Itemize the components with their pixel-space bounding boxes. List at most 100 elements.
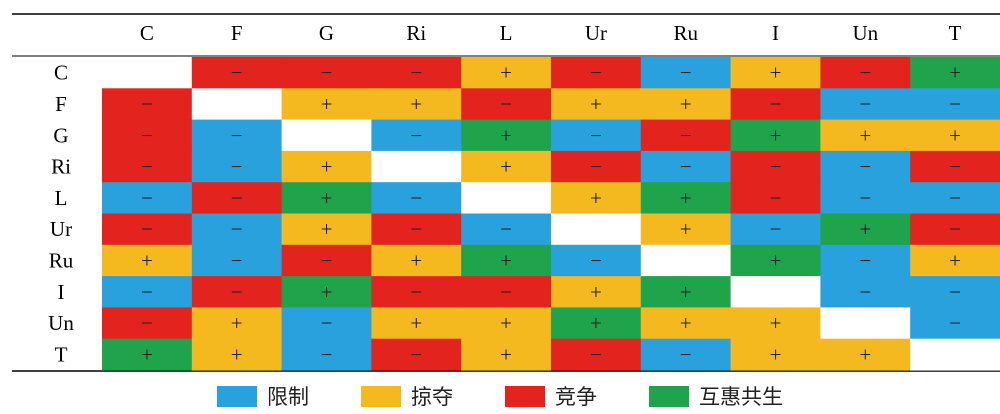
matrix-cell	[461, 276, 552, 308]
cell-symbol: +	[500, 342, 512, 366]
cell-symbol: +	[949, 61, 961, 85]
cell-symbol: −	[770, 217, 782, 241]
column-header: Ru	[673, 21, 698, 45]
matrix-cell	[551, 182, 642, 215]
cell-symbol: +	[770, 248, 782, 272]
cell-symbol: −	[410, 123, 422, 147]
matrix-cell	[551, 307, 642, 340]
matrix-cell	[371, 307, 462, 340]
cell-symbol: +	[770, 311, 782, 335]
cell-symbol: +	[321, 280, 333, 304]
matrix-cell	[820, 119, 911, 152]
row-header: F	[55, 92, 67, 116]
matrix-cell	[640, 244, 732, 277]
legend-item-predation: 掠夺	[361, 381, 453, 411]
legend-swatch	[361, 385, 401, 407]
matrix-cell	[371, 244, 462, 277]
matrix-cell	[910, 182, 1000, 215]
cell-symbol: −	[949, 92, 961, 116]
cell-symbol: −	[590, 248, 602, 272]
row-header: Ur	[50, 217, 72, 241]
matrix-cell	[191, 307, 283, 340]
matrix-cell	[820, 276, 911, 308]
matrix-cell	[640, 213, 732, 246]
cell-symbol: −	[770, 186, 782, 210]
cell-symbol: +	[859, 342, 871, 366]
cell-symbol: +	[410, 92, 422, 116]
cell-symbol: −	[500, 92, 512, 116]
matrix-cell	[371, 276, 462, 308]
legend-label: 掠夺	[411, 385, 453, 409]
interaction-matrix-chart: − − − + − − + − + − + + − + + − − − − − − + − − + + + − − + + − − − − − − − + −…	[12, 13, 1000, 372]
matrix-cell	[551, 150, 642, 183]
matrix-cell	[461, 182, 552, 215]
cell-symbol: +	[500, 61, 512, 85]
cell-symbol: +	[770, 342, 782, 366]
matrix-cell	[371, 182, 462, 215]
cell-symbol: −	[590, 61, 602, 85]
matrix-cell	[102, 338, 193, 371]
cell-symbol: +	[590, 311, 602, 335]
matrix-cell	[730, 57, 821, 89]
cell-symbol: +	[141, 248, 153, 272]
matrix-cell	[371, 88, 462, 121]
matrix-cell	[730, 182, 821, 215]
matrix-cell	[191, 338, 283, 371]
matrix-cell	[640, 88, 732, 121]
column-header: C	[140, 21, 154, 45]
matrix-cell	[281, 182, 372, 215]
cell-symbol: −	[141, 92, 153, 116]
matrix-cell	[551, 213, 642, 246]
row-header: C	[54, 61, 68, 85]
matrix-cell	[371, 338, 462, 371]
cell-symbol: −	[141, 311, 153, 335]
matrix-cell	[640, 119, 732, 152]
cell-symbol: +	[231, 311, 243, 335]
matrix-cell	[551, 338, 642, 371]
column-header: F	[231, 21, 243, 45]
cell-symbol: −	[859, 155, 871, 179]
matrix-cell	[191, 182, 283, 215]
matrix-cell	[281, 119, 372, 152]
matrix-cell	[820, 150, 911, 183]
matrix-cell	[191, 213, 283, 246]
matrix-cell	[281, 338, 372, 371]
cell-symbol: −	[231, 155, 243, 179]
matrix-cell	[820, 307, 911, 340]
matrix-cell	[910, 338, 1000, 371]
row-header: Ru	[49, 248, 74, 272]
matrix-cell	[102, 307, 193, 340]
cell-symbol: −	[859, 61, 871, 85]
cell-symbol: −	[859, 280, 871, 304]
matrix-cell	[461, 307, 552, 340]
cell-symbol: −	[590, 123, 602, 147]
matrix-cell	[371, 57, 462, 89]
cell-symbol: +	[410, 311, 422, 335]
cell-symbol: +	[321, 186, 333, 210]
cell-symbol: −	[321, 248, 333, 272]
matrix-cell	[640, 307, 732, 340]
cell-symbol: +	[321, 217, 333, 241]
row-header: G	[53, 123, 68, 147]
cell-symbol: −	[500, 217, 512, 241]
matrix-cell	[191, 88, 283, 121]
matrix-cell	[730, 307, 821, 340]
matrix-cell	[102, 150, 193, 183]
matrix-cell	[102, 213, 193, 246]
matrix-cell	[640, 57, 732, 89]
cell-symbol: −	[231, 248, 243, 272]
matrix-cell	[551, 119, 642, 152]
column-headers: C F G Ri L Ur Ru I Un T	[140, 21, 962, 45]
cell-symbol: −	[859, 92, 871, 116]
cell-symbol: −	[410, 342, 422, 366]
cell-symbol: −	[590, 155, 602, 179]
matrix-cell	[551, 57, 642, 89]
matrix-cell	[730, 276, 821, 308]
cell-symbol: −	[141, 280, 153, 304]
cell-symbol: +	[321, 155, 333, 179]
cell-symbol: +	[321, 92, 333, 116]
matrix-cell	[461, 150, 552, 183]
matrix-cell	[461, 119, 552, 152]
cell-symbol: −	[949, 155, 961, 179]
matrix-cell	[102, 88, 193, 121]
